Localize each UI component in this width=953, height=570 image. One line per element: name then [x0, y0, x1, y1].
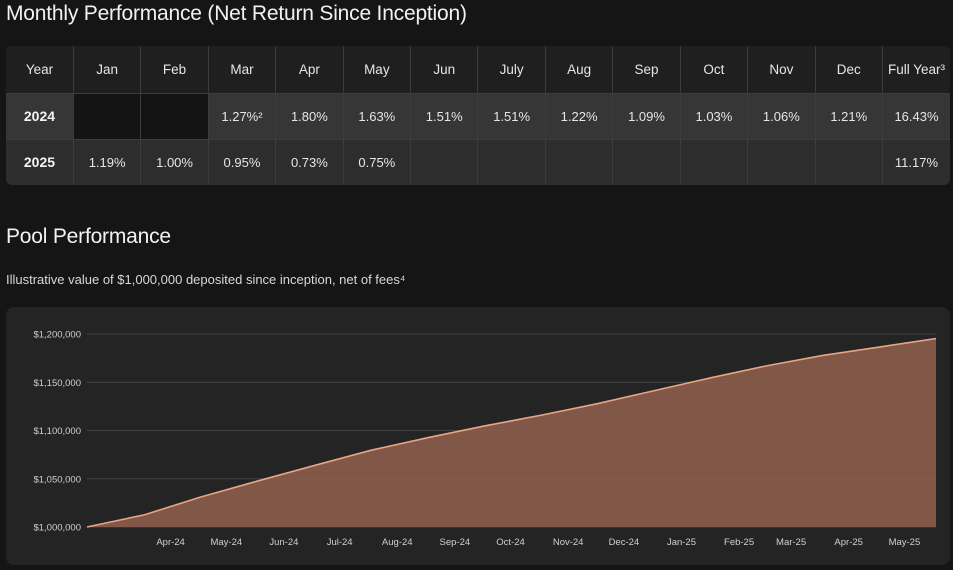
table-cell: 1.09% [612, 93, 681, 140]
y-tick-label: $1,000,000 [33, 523, 81, 534]
table-cell: 1.03% [680, 93, 749, 140]
header-mar: Mar [208, 46, 277, 94]
table-cell: 1.21% [815, 93, 883, 140]
y-tick-label: $1,150,000 [33, 378, 81, 389]
x-tick-label: Mar-25 [776, 537, 806, 548]
table-cell: 1.63% [343, 93, 412, 140]
table-cell: 1.06% [747, 93, 816, 140]
table-cell: 1.00% [140, 139, 209, 185]
series-line [86, 337, 937, 528]
header-nov: Nov [747, 46, 816, 94]
header-full-year: Full Year³ [882, 46, 950, 94]
row-year: 2025 [6, 139, 74, 185]
table-cell: 0.75% [343, 139, 412, 185]
header-july: July [477, 46, 546, 94]
table-cell [680, 139, 749, 185]
header-sep: Sep [612, 46, 681, 94]
pool-performance-title: Pool Performance [6, 225, 171, 248]
table-cell: 1.51% [477, 93, 546, 140]
x-tick-label: Jan-25 [667, 537, 696, 548]
table-row-2024: 2024 1.27%² 1.80% 1.63% 1.51% 1.51% 1.22… [6, 93, 950, 140]
y-tick-label: $1,050,000 [33, 474, 81, 485]
x-tick-label: Sep-24 [440, 537, 471, 548]
x-tick-label: Aug-24 [382, 537, 413, 548]
table-row-2025: 2025 1.19% 1.00% 0.95% 0.73% 0.75% 11.17… [6, 139, 950, 185]
x-tick-label: Apr-24 [156, 537, 185, 548]
table-header-row: Year Jan Feb Mar Apr May Jun July Aug Se… [6, 46, 950, 94]
pool-performance-chart: $1,000,000 $1,050,000 $1,100,000 $1,150,000… [33, 330, 937, 548]
table-cell [612, 139, 681, 185]
x-tick-label: Jun-24 [269, 537, 298, 548]
table-cell: 0.95% [208, 139, 277, 185]
x-tick-label: Jul-24 [327, 537, 353, 548]
table-cell: 1.80% [275, 93, 344, 140]
table-cell: 1.51% [410, 93, 479, 140]
table-cell [747, 139, 816, 185]
x-tick-label: Apr-25 [834, 537, 863, 548]
series-area [87, 338, 936, 527]
table-cell [477, 139, 546, 185]
monthly-performance-table: Year Jan Feb Mar Apr May Jun July Aug Se… [6, 46, 950, 185]
y-tick-label: $1,200,000 [33, 330, 81, 341]
table-cell: 0.73% [275, 139, 344, 185]
table-cell [815, 139, 883, 185]
row-year: 2024 [6, 93, 74, 140]
x-tick-label: May-24 [210, 537, 242, 548]
header-oct: Oct [680, 46, 749, 94]
table-cell: 1.19% [73, 139, 142, 185]
header-may: May [343, 46, 412, 94]
table-cell [140, 93, 209, 140]
monthly-performance-title: Monthly Performance (Net Return Since In… [6, 2, 467, 25]
table-cell [545, 139, 614, 185]
header-feb: Feb [140, 46, 209, 94]
header-jan: Jan [73, 46, 142, 94]
x-tick-label: Feb-25 [724, 537, 754, 548]
table-cell [410, 139, 479, 185]
x-tick-label: Oct-24 [496, 537, 525, 548]
table-cell: 1.22% [545, 93, 614, 140]
header-apr: Apr [275, 46, 344, 94]
full-year-cell: 16.43% [882, 93, 950, 140]
y-tick-label: $1,100,000 [33, 426, 81, 437]
table-cell [73, 93, 142, 140]
header-year: Year [6, 46, 74, 94]
pool-performance-chart-panel: $1,000,000 $1,050,000 $1,100,000 $1,150,000… [6, 307, 950, 565]
table-cell: 1.27%² [208, 93, 277, 140]
x-tick-label: Nov-24 [553, 537, 584, 548]
header-dec: Dec [815, 46, 883, 94]
full-year-cell: 11.17% [882, 139, 950, 185]
header-aug: Aug [545, 46, 614, 94]
x-tick-label: May-25 [889, 537, 921, 548]
x-tick-label: Dec-24 [609, 537, 640, 548]
header-jun: Jun [410, 46, 479, 94]
pool-performance-subtitle: Illustrative value of $1,000,000 deposit… [6, 272, 406, 287]
